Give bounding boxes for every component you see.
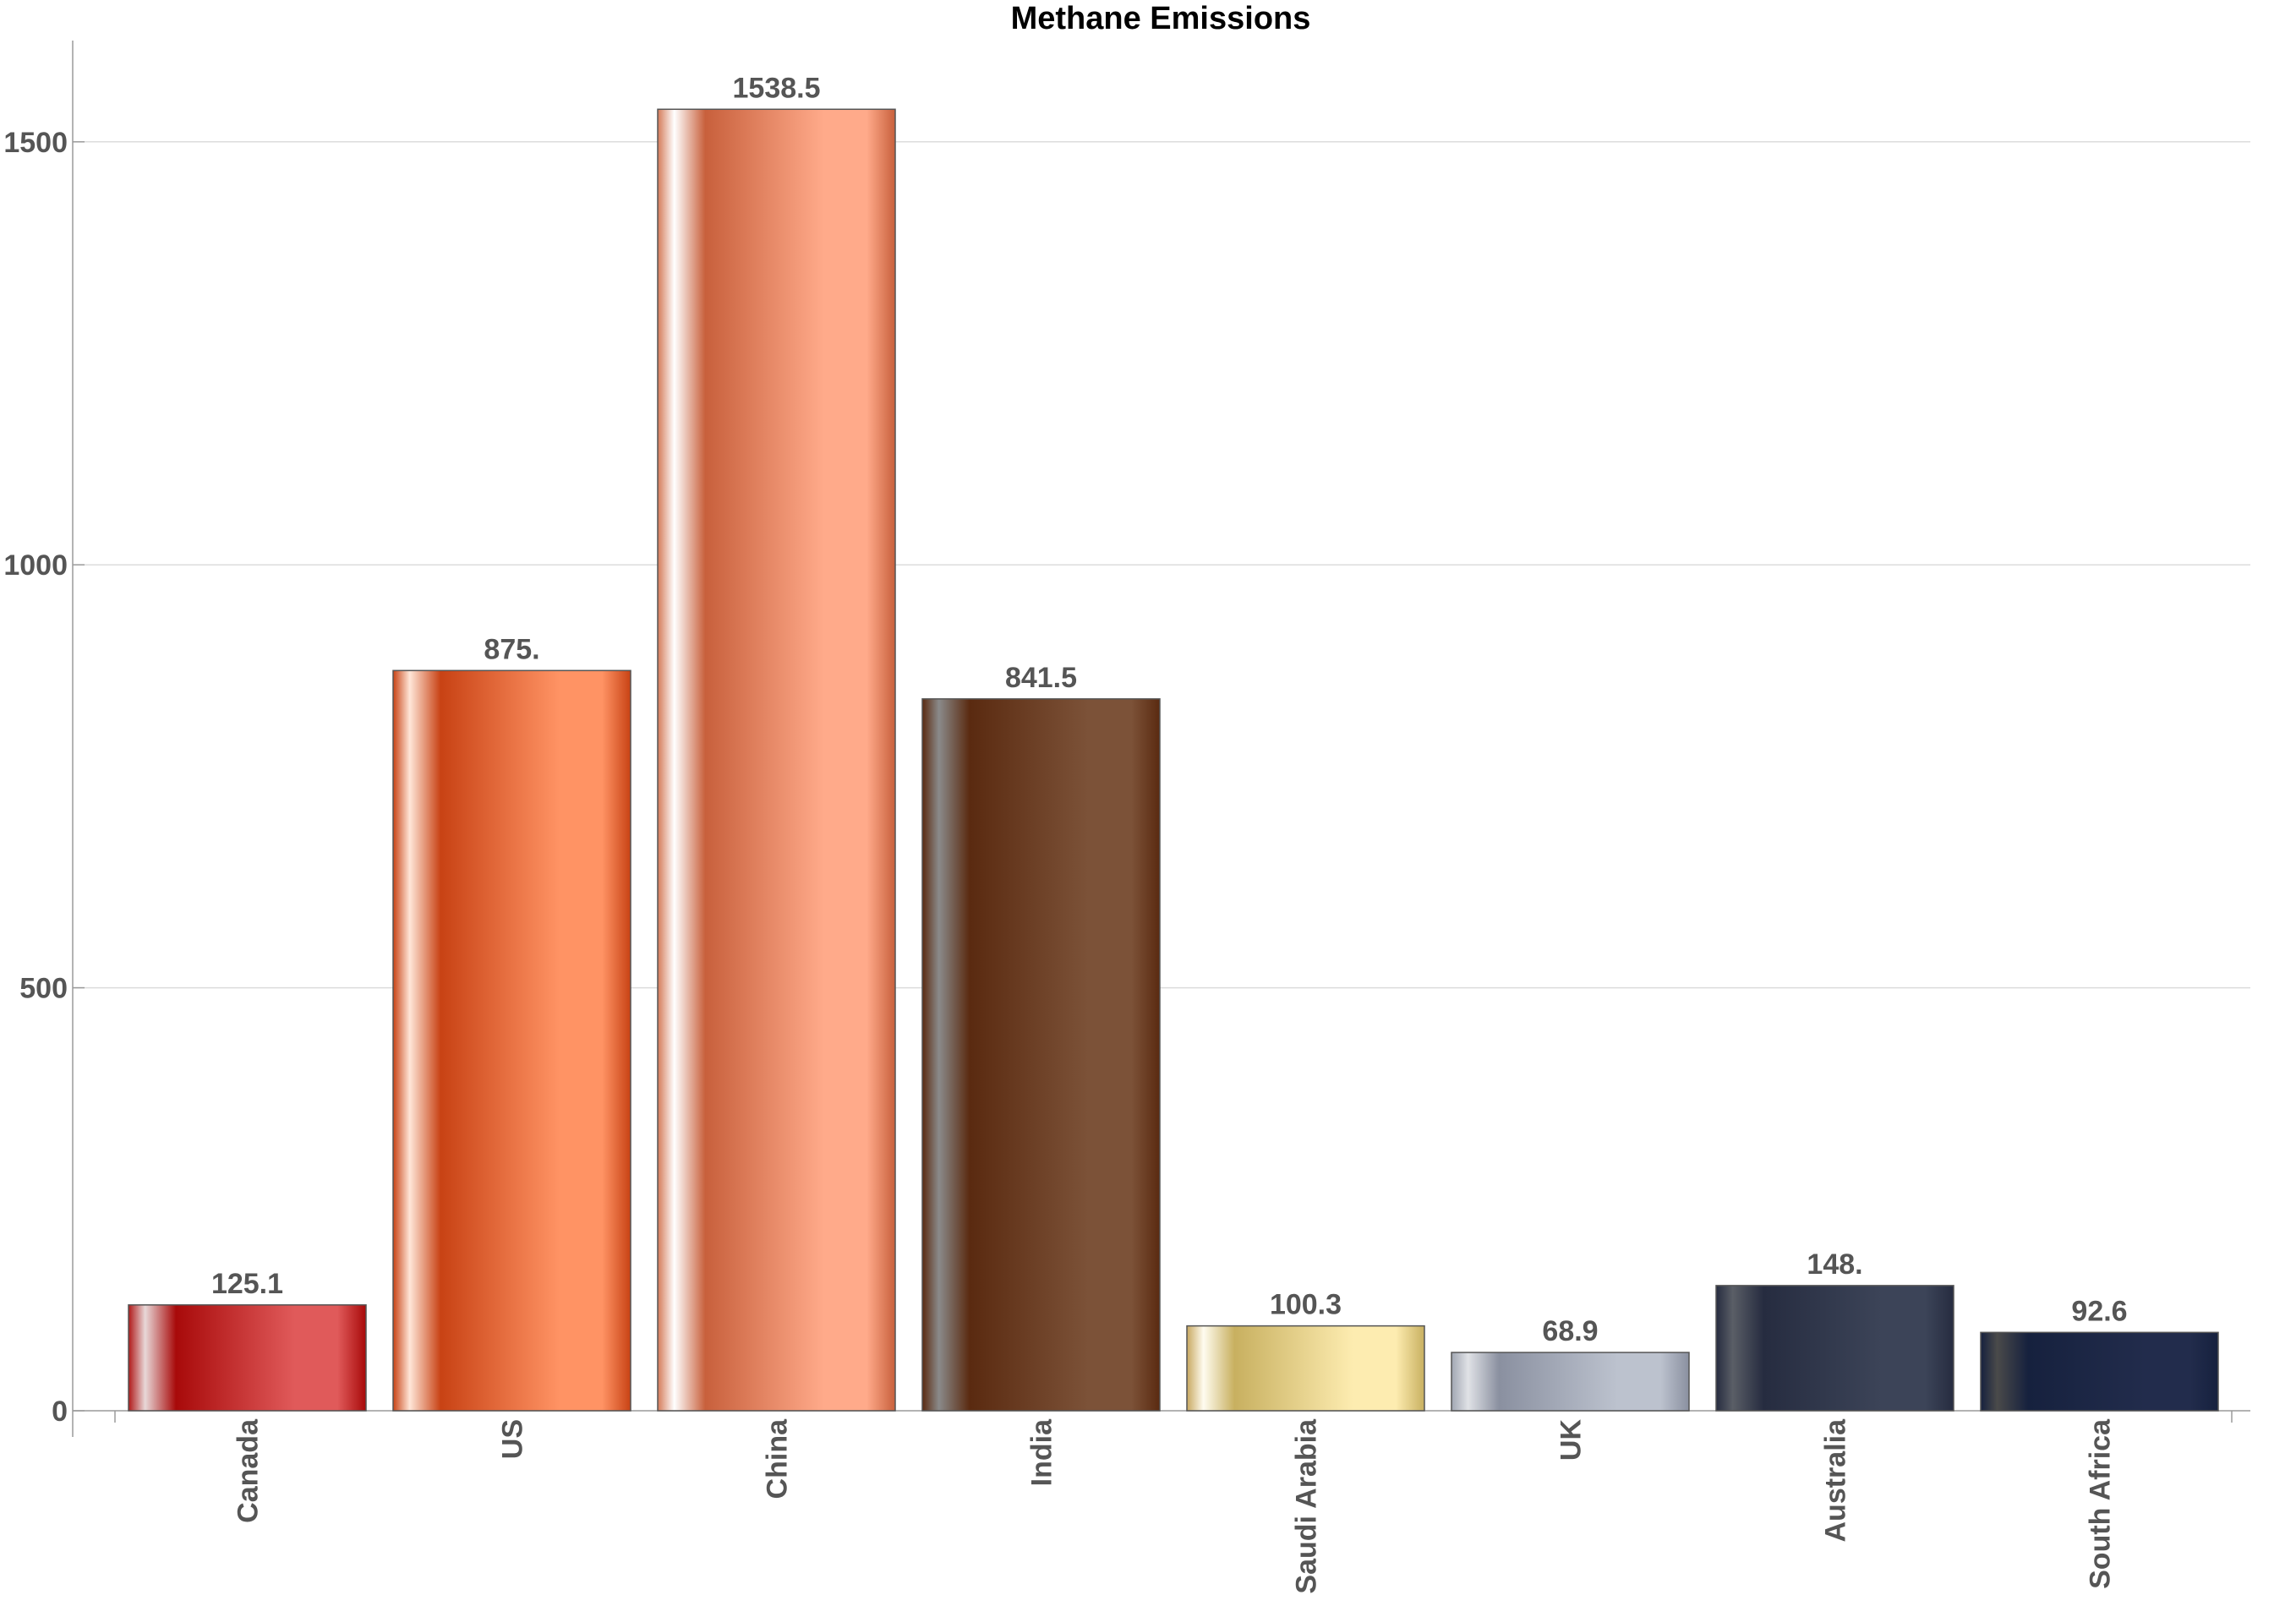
x-tick-label: India xyxy=(1026,1418,1058,1486)
bar-australia xyxy=(1715,1285,1954,1412)
y-tick-label: 0 xyxy=(52,1396,68,1428)
value-labels: 125.1 875. 1538.5 841.5 100.3 68.9 148. 92.6 xyxy=(211,72,2128,1347)
y-tick-label: 1500 xyxy=(3,127,68,159)
chart-title: Methane Emissions xyxy=(1011,1,1311,36)
x-tick-labels: Canada US China India Saudi Arabia UK Australi… xyxy=(232,1418,2117,1594)
x-tick-label: Australia xyxy=(1820,1418,1852,1543)
value-label: 100.3 xyxy=(1270,1289,1342,1321)
value-label: 92.6 xyxy=(2071,1295,2127,1327)
y-tick-label: 1000 xyxy=(3,549,68,582)
bar-uk xyxy=(1451,1352,1690,1412)
bar-us xyxy=(392,669,631,1412)
bar-china xyxy=(657,108,896,1412)
x-tick-label: South Africa xyxy=(2085,1418,2117,1589)
value-label: 841.5 xyxy=(1005,662,1077,694)
bar-south-africa xyxy=(1980,1331,2219,1412)
x-tick-label: UK xyxy=(1555,1419,1588,1461)
y-tick-labels: 0 500 1000 1500 xyxy=(3,127,68,1428)
bar-canada xyxy=(128,1304,367,1412)
value-label: 125.1 xyxy=(211,1268,283,1300)
value-label: 875. xyxy=(484,633,539,665)
x-tick-label: Canada xyxy=(232,1418,265,1523)
x-tick-label: China xyxy=(762,1418,794,1499)
value-label: 148. xyxy=(1807,1248,1862,1281)
bar-saudi-arabia xyxy=(1186,1325,1425,1412)
y-tick-label: 500 xyxy=(19,973,68,1005)
bars xyxy=(128,108,2219,1412)
bar-india xyxy=(921,698,1161,1412)
x-tick-label: Saudi Arabia xyxy=(1291,1418,1323,1594)
value-label: 68.9 xyxy=(1542,1315,1598,1347)
x-tick-label: US xyxy=(497,1419,529,1459)
value-label: 1538.5 xyxy=(733,72,821,104)
